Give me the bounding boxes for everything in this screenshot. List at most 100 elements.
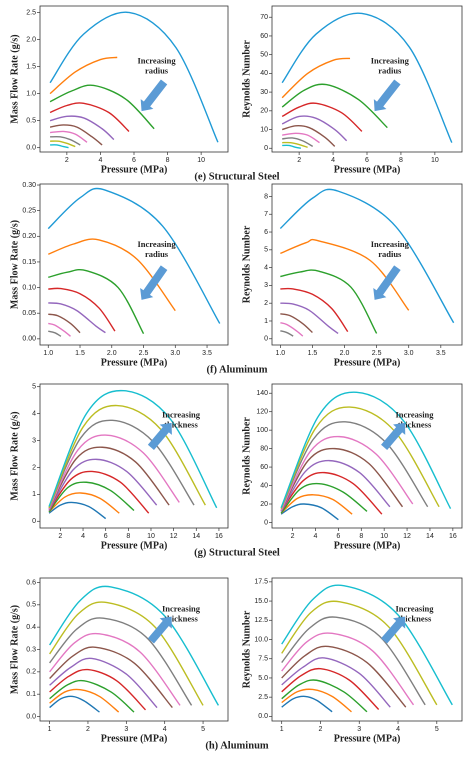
x-axis-label: Pressure (MPa) <box>334 733 401 744</box>
annotation-arrow <box>373 79 401 112</box>
x-tick-label: 14 <box>426 533 434 540</box>
data-line <box>281 83 388 129</box>
chart-panel: 1 2 3 4 5 0.0 2.5 5.0 7.5 10.0 12.5 15.0 17.5 Pressur… <box>241 577 463 744</box>
annotation: radius <box>378 249 402 259</box>
data-line <box>48 322 71 337</box>
y-axis-label: Mass Flow Rate (g/s) <box>9 411 20 500</box>
annotation: thickness <box>164 420 198 430</box>
x-tick-label: 1 <box>280 726 284 733</box>
y-tick-label: 2.5 <box>26 9 36 16</box>
y-tick-label: 0.0 <box>26 713 36 720</box>
data-line <box>49 56 118 95</box>
y-tick-label: 0.2 <box>26 669 36 676</box>
annotation: Increasing <box>162 410 201 420</box>
x-tick-label: 8 <box>359 533 363 540</box>
data-line <box>281 695 333 713</box>
panel-caption: (g) Structural Steel <box>194 547 280 558</box>
data-line <box>47 238 176 312</box>
data-line <box>281 645 407 708</box>
data-line <box>50 144 69 149</box>
data-line <box>50 140 76 148</box>
y-tick-label: 2.0 <box>26 36 36 43</box>
y-tick-label: 60 <box>260 33 268 40</box>
chart-panel: 1.0 1.5 2.0 2.5 3.0 3.5 0.00 0.05 0.10 0.15 0.20 0.… <box>9 182 229 368</box>
data-line <box>280 391 452 509</box>
x-tick-label: 4 <box>331 157 335 164</box>
y-tick-label: 120 <box>256 409 268 416</box>
x-axis-label: Pressure (MPa) <box>334 357 401 368</box>
data-line <box>280 302 339 335</box>
x-tick-label: 4 <box>81 533 85 540</box>
data-line <box>49 646 173 709</box>
y-tick-label: 6 <box>264 229 268 236</box>
y-tick-label: 17.5 <box>254 579 268 586</box>
y-axis-label: Mass Flow Rate (g/s) <box>9 605 20 694</box>
annotation: Increasing <box>138 55 177 65</box>
x-tick-label: 8 <box>399 157 403 164</box>
data-line <box>281 616 426 706</box>
annotation-arrow <box>381 616 406 644</box>
data-line <box>48 330 62 337</box>
data-line <box>280 471 383 515</box>
y-tick-label: 0.0 <box>26 145 36 152</box>
data-line <box>49 617 193 706</box>
y-tick-label: 5 <box>264 247 268 254</box>
x-tick-label: 6 <box>365 157 369 164</box>
x-tick-label: 2 <box>58 533 62 540</box>
y-tick-label: 0.4 <box>26 624 36 631</box>
y-tick-label: 0.30 <box>22 182 36 189</box>
data-line <box>281 584 453 706</box>
y-tick-label: 5 <box>32 384 36 391</box>
y-tick-label: 80 <box>260 445 268 452</box>
y-tick-label: 0.20 <box>22 233 36 240</box>
annotation: thickness <box>398 420 432 430</box>
annotation: Increasing <box>371 239 410 249</box>
data-line <box>48 446 170 510</box>
plot-frame <box>271 577 463 722</box>
annotation: thickness <box>164 613 198 623</box>
data-line <box>49 102 130 132</box>
data-line <box>280 503 339 521</box>
x-tick-label: 16 <box>215 533 223 540</box>
x-tick-label: 5 <box>201 726 205 733</box>
y-tick-label: 40 <box>260 70 268 77</box>
y-tick-label: 3 <box>32 437 36 444</box>
annotation: radius <box>145 249 169 259</box>
x-tick-label: 6 <box>336 533 340 540</box>
data-line <box>281 115 348 142</box>
y-tick-label: 50 <box>260 52 268 59</box>
annotation: Increasing <box>395 603 434 613</box>
x-tick-label: 12 <box>403 533 411 540</box>
data-line <box>280 406 440 509</box>
y-axis-label: Reynolds Number <box>241 225 252 303</box>
chart-panel: 2 4 6 8 10 12 14 16 0 20 40 60 80 100 120 140 Pressure (… <box>241 383 463 551</box>
x-tick-label: 2 <box>86 726 90 733</box>
x-tick-label: 2 <box>65 157 69 164</box>
annotation-arrow <box>381 422 406 450</box>
y-axis-label: Mass Flow Rate (g/s) <box>9 34 20 123</box>
y-tick-label: 5.0 <box>258 675 268 682</box>
data-line <box>49 124 103 146</box>
y-tick-label: 0.25 <box>22 208 36 215</box>
y-tick-label: 0.3 <box>26 646 36 653</box>
data-line <box>48 389 218 509</box>
data-line <box>48 404 206 509</box>
annotation: radius <box>145 65 169 75</box>
data-line <box>49 632 181 706</box>
data-line <box>48 302 106 334</box>
y-tick-label: 10 <box>260 126 268 133</box>
y-tick-label: 0 <box>32 518 36 525</box>
y-tick-label: 2 <box>32 464 36 471</box>
annotation-arrow <box>140 79 168 112</box>
x-tick-label: 4 <box>396 726 400 733</box>
data-line <box>280 238 410 311</box>
y-tick-label: 0.6 <box>26 579 36 586</box>
x-tick-label: 4 <box>163 726 167 733</box>
y-tick-label: 7 <box>264 211 268 218</box>
data-line <box>281 632 415 706</box>
x-tick-label: 3.0 <box>170 350 180 357</box>
y-tick-label: 1.0 <box>26 90 36 97</box>
data-line <box>50 135 81 146</box>
x-tick-label: 4 <box>314 533 318 540</box>
plot-frame <box>271 183 463 346</box>
